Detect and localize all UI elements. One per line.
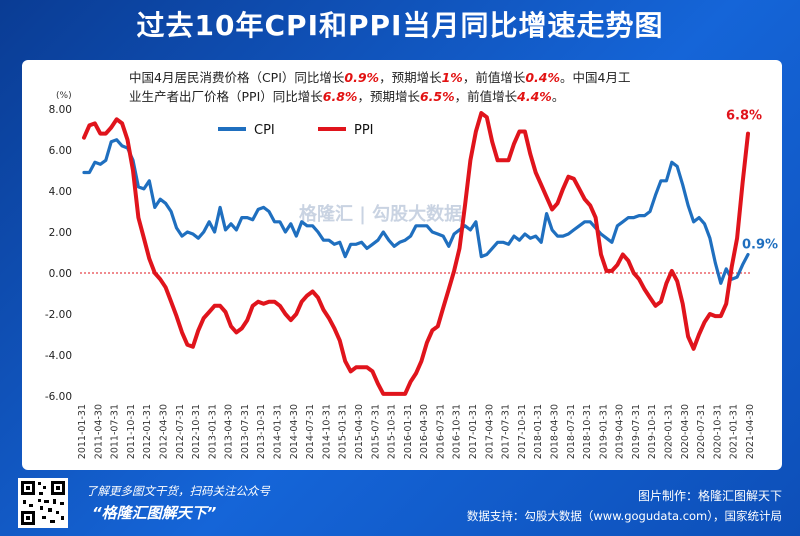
y-tick-label: -4.00 [45,350,72,362]
x-tick-label: 2019-04-30 [615,404,626,459]
x-tick-label: 2014-04-30 [289,404,300,459]
x-tick-label: 2017-10-31 [517,404,528,459]
note-text: ，前值增长 [454,89,518,104]
summary-note: 中国4月居民消费价格（CPI）同比增长0.9%，预期增长1%，前值增长0.4%。… [129,68,649,106]
legend-label-cpi: CPI [254,123,275,138]
x-tick-label: 2016-04-30 [419,404,430,459]
x-tick-label: 2019-07-31 [631,404,642,459]
qr-code [18,478,68,528]
x-tick-label: 2014-10-31 [321,404,332,459]
page-title: 过去10年CPI和PPI当月同比增速走势图 [136,9,664,42]
legend-label-ppi: PPI [354,123,374,138]
note-value: 6.8% [322,89,358,104]
note-text: 。 [551,89,565,104]
x-tick-label: 2015-10-31 [387,404,398,459]
x-tick-label: 2012-07-31 [175,404,186,459]
x-tick-label: 2018-01-31 [533,404,544,459]
x-tick-label: 2017-04-30 [484,404,495,459]
x-tick-label: 2020-01-31 [664,404,675,459]
x-tick-label: 2016-07-31 [435,404,446,459]
x-tick-label: 2018-04-30 [549,404,560,459]
x-tick-label: 2013-01-31 [207,404,218,459]
footer-data-source: 数据支持：勾股大数据（www.gogudata.com），国家统计局 [466,509,782,523]
x-tick-label: 2019-10-31 [647,404,658,459]
end-label-cpi: 0.9% [742,238,778,253]
x-tick-label: 2016-10-31 [452,404,463,459]
x-tick-label: 2015-04-30 [354,404,365,459]
note-value: 0.9% [344,70,380,85]
note-text: ，预期增长 [357,89,420,104]
line-chart: 格隆汇 | 勾股大数据 (%) 0.9% 6.8% CPI PPI 8.00 6.00… [45,91,778,459]
series-line-ppi [82,111,750,396]
y-tick-label: 8.00 [49,104,72,116]
x-tick-label: 2020-04-30 [680,404,691,459]
x-tick-label: 2020-10-31 [712,404,723,459]
note-value: 6.5% [419,89,455,104]
y-tick-label: -6.00 [45,391,72,403]
note-value: 0.4% [525,70,561,85]
note-text: 。中国4月工 [560,70,631,85]
footer-brand-slogan: “格隆汇图解天下” [92,504,217,522]
x-tick-label: 2013-07-31 [240,404,251,459]
note-text: 业生产者出厂价格（PPI）同比增长 [129,89,323,104]
note-text: ，前值增长 [462,70,526,85]
y-tick-label: 2.00 [49,227,72,239]
footer-credit: 图片制作：格隆汇图解天下 [637,489,782,503]
x-tick-label: 2013-10-31 [256,404,267,459]
end-label-ppi: 6.8% [726,109,762,124]
x-tick-label: 2012-04-30 [158,404,169,459]
x-tick-label: 2011-07-31 [110,404,121,459]
x-tick-label: 2013-04-30 [224,404,235,459]
x-tick-label: 2021-01-31 [729,404,740,459]
x-tick-label: 2017-07-31 [501,404,512,459]
x-tick-label: 2011-04-30 [93,404,104,459]
note-value: 1% [441,70,463,85]
x-tick-label: 2011-01-31 [77,404,88,459]
y-tick-label: 0.00 [49,268,72,280]
x-tick-label: 2018-10-31 [582,404,593,459]
x-tick-label: 2020-07-31 [696,404,707,459]
x-tick-label: 2021-04-30 [745,404,756,459]
x-tick-label: 2015-01-31 [338,404,349,459]
x-tick-label: 2018-07-31 [566,404,577,459]
x-tick-label: 2011-10-31 [126,404,137,459]
note-value: 4.4% [517,89,552,104]
chart-panel: 中国4月居民消费价格（CPI）同比增长0.9%，预期增长1%，前值增长0.4%。… [22,60,782,470]
x-tick-label: 2017-01-31 [468,404,479,459]
series-line-cpi [82,138,750,285]
x-tick-label: 2014-07-31 [305,404,316,459]
x-tick-label: 2015-07-31 [370,404,381,459]
footer-subscribe-text: 了解更多图文干货，扫码关注公众号 [86,484,270,498]
y-tick-label: 4.00 [49,186,72,198]
note-text: 中国4月居民消费价格（CPI）同比增长 [129,70,345,85]
note-text: ，预期增长 [379,70,442,85]
x-tick-label: 2014-01-31 [273,404,284,459]
y-tick-label: -2.00 [45,309,72,321]
y-tick-label: 6.00 [49,145,72,157]
watermark: 格隆汇 | 勾股大数据 [299,203,462,225]
x-tick-label: 2019-01-31 [598,404,609,459]
x-tick-label: 2012-01-31 [142,404,153,459]
y-axis-label: (%) [56,91,72,101]
x-tick-label: 2012-10-31 [191,404,202,459]
x-tick-label: 2016-01-31 [403,404,414,459]
